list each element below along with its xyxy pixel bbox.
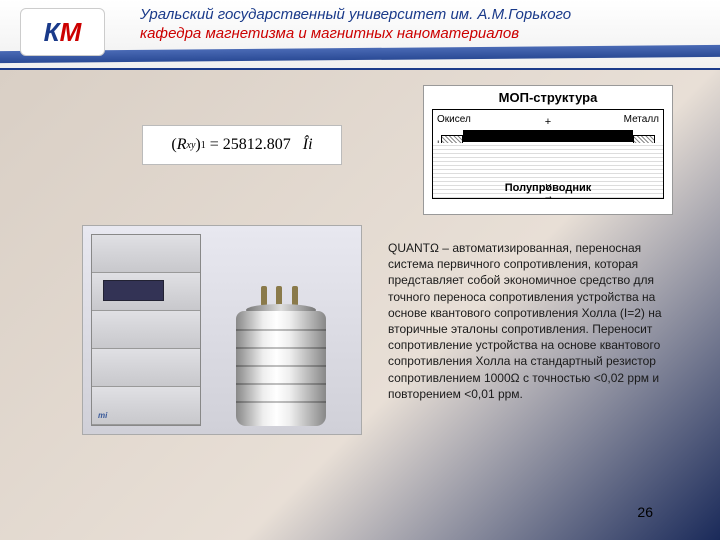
dewar-rib bbox=[236, 383, 326, 385]
fitting bbox=[292, 286, 298, 306]
rack-unit bbox=[92, 349, 200, 387]
dewar-body bbox=[236, 311, 326, 426]
equipment-rack: mi bbox=[91, 234, 201, 426]
rack-unit bbox=[92, 311, 200, 349]
dewar-rib bbox=[236, 365, 326, 367]
mop-title: МОП-структура bbox=[432, 90, 664, 105]
formula-box: ( R xy ) 1 = 25812.807 Îi bbox=[142, 125, 342, 165]
mop-structure-box: МОП-структура Окисел Металл + + − v → По… bbox=[423, 85, 673, 215]
dewar-rib bbox=[236, 347, 326, 349]
formula-sub-xy: xy bbox=[187, 140, 196, 151]
dewar-rib bbox=[236, 329, 326, 331]
page-number: 26 bbox=[637, 504, 653, 520]
mop-oxide-label: Окисел bbox=[437, 114, 471, 125]
mop-substrate: v → Полупроводник bbox=[433, 143, 663, 198]
dewar-wrap bbox=[209, 234, 353, 426]
dewar bbox=[226, 286, 336, 426]
mop-diagram: Окисел Металл + + − v → Полупроводник bbox=[432, 109, 664, 199]
logo-accent: М bbox=[60, 17, 82, 48]
rack-brand: mi bbox=[98, 411, 107, 420]
formula-value: 25812.807 bbox=[223, 136, 291, 154]
dewar-rib bbox=[236, 401, 326, 403]
slide-header: КМ Уральский государственный университет… bbox=[0, 0, 720, 70]
formula-R: R bbox=[177, 136, 187, 154]
mop-metal-label: Металл bbox=[624, 114, 659, 125]
slide-area: ( R xy ) 1 = 25812.807 Îi МОП-структура … bbox=[12, 85, 708, 528]
rack-unit bbox=[92, 235, 200, 273]
department-name: кафедра магнетизма и магнитных наноматер… bbox=[140, 25, 571, 42]
formula-tail-text: Îi bbox=[303, 136, 313, 154]
rack-unit: mi bbox=[92, 387, 200, 425]
description-text: QUANTΩ – автоматизированная, переносная … bbox=[388, 240, 673, 402]
rack-unit-display bbox=[92, 273, 200, 311]
logo-main: К bbox=[44, 17, 60, 48]
logo: КМ bbox=[20, 8, 105, 56]
equipment-photo: mi bbox=[82, 225, 362, 435]
header-stripe bbox=[0, 45, 720, 63]
formula-eq: = bbox=[206, 136, 223, 154]
mop-plus-top: + bbox=[545, 116, 551, 128]
slide-content: ( R xy ) 1 = 25812.807 Îi МОП-структура … bbox=[0, 70, 720, 540]
header-text: Уральский государственный университет им… bbox=[140, 6, 571, 42]
mop-metal-layer bbox=[463, 130, 633, 142]
mop-substrate-label: Полупроводник bbox=[433, 182, 663, 194]
university-name: Уральский государственный университет им… bbox=[140, 6, 571, 23]
fitting bbox=[261, 286, 267, 306]
